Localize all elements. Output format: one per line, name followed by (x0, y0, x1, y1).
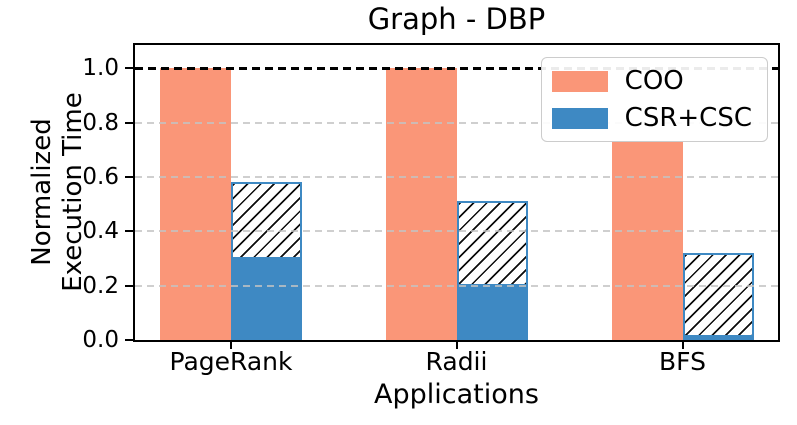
gridline-0.8 (135, 121, 778, 124)
gridline-0.4 (135, 230, 778, 233)
legend-label-coo: COO (624, 66, 684, 96)
legend: COO CSR+CSC (540, 57, 768, 142)
bar-coo-pagerank (160, 68, 231, 340)
y-tick-label-0.2: 0.2 (82, 272, 119, 299)
chart-title: Graph - DBP (367, 2, 546, 36)
x-tick-label-bfs: BFS (659, 347, 706, 376)
bar-csrcsc-solid-pagerank (231, 258, 302, 340)
x-tick-pagerank (230, 341, 232, 349)
y-tick-0.6 (125, 175, 133, 178)
y-tick-label-0.0: 0.0 (82, 327, 119, 353)
x-axis-label: Applications (374, 379, 539, 410)
reference-line (135, 66, 778, 70)
legend-row-csr-csc: CSR+CSC (551, 103, 752, 133)
legend-swatch-csr-csc (551, 107, 608, 129)
bar-csrcsc-hatched-pagerank (231, 182, 302, 259)
y-tick-label-1.0: 1.0 (82, 55, 119, 82)
legend-row-coo: COO (551, 66, 752, 96)
y-tick-0.2 (125, 284, 133, 287)
y-tick-0.8 (125, 121, 133, 124)
bar-csrcsc-solid-bfs (682, 337, 754, 340)
y-tick-1.0 (125, 67, 133, 70)
bar-csrcsc-solid-radii (456, 285, 528, 340)
y-tick-label-0.4: 0.4 (82, 218, 119, 245)
gridline-0.2 (135, 284, 778, 287)
y-tick-0.4 (125, 230, 133, 233)
y-tick-label-0.6: 0.6 (82, 163, 119, 190)
legend-swatch-coo (551, 70, 608, 92)
y-tick-0.0 (125, 339, 133, 341)
x-tick-label-pagerank: PageRank (169, 347, 293, 376)
bar-csrcsc-hatched-bfs (682, 253, 754, 338)
x-tick-radii (455, 341, 458, 349)
y-tick-label-0.8: 0.8 (82, 109, 119, 136)
legend-label-csr-csc: CSR+CSC (624, 103, 752, 133)
x-tick-label-radii: Radii (425, 347, 488, 376)
bar-coo-bfs (611, 141, 683, 340)
x-tick-bfs (681, 341, 684, 349)
plot-area: COO CSR+CSC (133, 43, 780, 342)
bar-coo-radii (385, 68, 457, 340)
gridline-0.6 (135, 175, 778, 178)
bar-csrcsc-hatched-radii (456, 201, 528, 286)
